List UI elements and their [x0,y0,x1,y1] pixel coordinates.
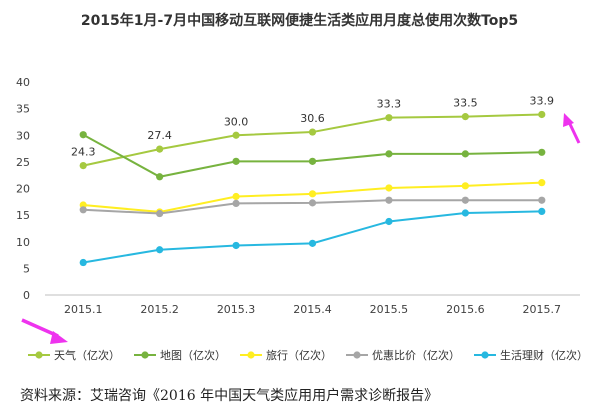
annotation-arrows [21,113,581,344]
data-point [385,150,393,158]
x-tick-label: 2015.1 [64,303,103,316]
data-point [232,192,240,201]
legend-label: 天气（亿次） [54,348,120,362]
data-label: 24.3 [71,146,96,159]
data-point [156,246,164,254]
x-tick-label: 2015.7 [523,303,562,316]
data-point [461,150,469,158]
legend-item-0: 天气（亿次） [28,348,120,362]
legend-item-2: 旅行（亿次） [240,348,332,362]
data-point [385,196,393,204]
data-point [308,190,317,198]
data-point [538,148,546,156]
data-point [308,157,317,165]
legend-marker [247,351,255,359]
y-tick-label: 5 [23,262,30,275]
data-point [385,184,393,192]
legend-marker [481,351,489,359]
x-tick-label: 2015.4 [293,303,332,316]
data-label: 33.3 [377,98,402,111]
legend-item-1: 地图（亿次） [134,348,226,362]
data-point [308,128,317,136]
data-point [308,199,317,207]
y-tick-label: 10 [16,236,30,249]
y-tick-label: 30 [16,129,30,142]
data-point [79,258,87,267]
data-label: 33.5 [453,97,478,110]
data-point [461,182,469,190]
data-point [232,199,240,208]
data-point [308,239,317,247]
data-point [156,173,164,181]
data-point [385,217,393,226]
source-note: 资料来源：艾瑞咨询《2016 年中国天气类应用用户需求诊断报告》 [20,388,439,404]
data-point [538,179,546,187]
legend-item-4: 生活理财（亿次） [474,348,588,362]
y-tick-label: 15 [16,209,30,222]
x-tick-label: 2015.3 [217,303,256,316]
y-tick-label: 0 [23,289,30,302]
y-tick-label: 20 [16,183,30,196]
data-label: 30.0 [224,115,249,128]
legend-label: 旅行（亿次） [266,348,332,362]
data-point [538,110,546,119]
data-point [79,162,87,170]
data-label: 33.9 [530,94,555,107]
data-point [461,196,469,204]
chart-title: 2015年1月-7月中国移动互联网便捷生活类应用月度总使用次数Top5 [80,13,519,29]
legend-marker [353,351,361,359]
data-point [156,209,164,218]
arrow-annotation-bottom [21,318,68,344]
arrow-annotation-top [563,113,581,144]
legend-label: 地图（亿次） [160,348,226,362]
y-tick-label: 25 [16,156,30,169]
data-point [156,145,164,153]
data-point [79,131,87,139]
data-point [538,207,546,215]
data-label: 27.4 [147,129,172,142]
axis-layer: 0 5 10 15 20 25 30 35 40 2015.1 2015.2 2015.3 2015.4… [16,76,580,316]
legend-marker [35,351,43,359]
data-point [79,206,87,214]
data-labels: 24.3 27.4 30.0 30.6 33.3 33.5 33.9 [71,94,554,158]
x-tick-label: 2015.5 [370,303,409,316]
data-point [461,209,469,217]
legend-label: 优惠比价（亿次） [372,348,460,362]
legend-item-3: 优惠比价（亿次） [346,348,460,362]
data-point [461,113,469,121]
data-point [232,241,240,250]
data-point [538,196,546,204]
data-label: 30.6 [300,112,325,125]
legend: 天气（亿次） 地图（亿次） 旅行（亿次） 优惠比价（亿次） 生活理财（亿次） [28,348,588,362]
x-tick-label: 2015.6 [446,303,485,316]
data-point [385,114,393,122]
legend-marker [141,351,149,359]
data-point [232,131,240,139]
series-line-4 [83,210,542,264]
x-tick-label: 2015.2 [140,303,179,316]
y-tick-label: 40 [16,76,30,89]
data-point [232,157,240,165]
legend-label: 生活理财（亿次） [500,348,588,362]
y-tick-label: 35 [16,103,30,116]
series-lines [79,110,546,267]
